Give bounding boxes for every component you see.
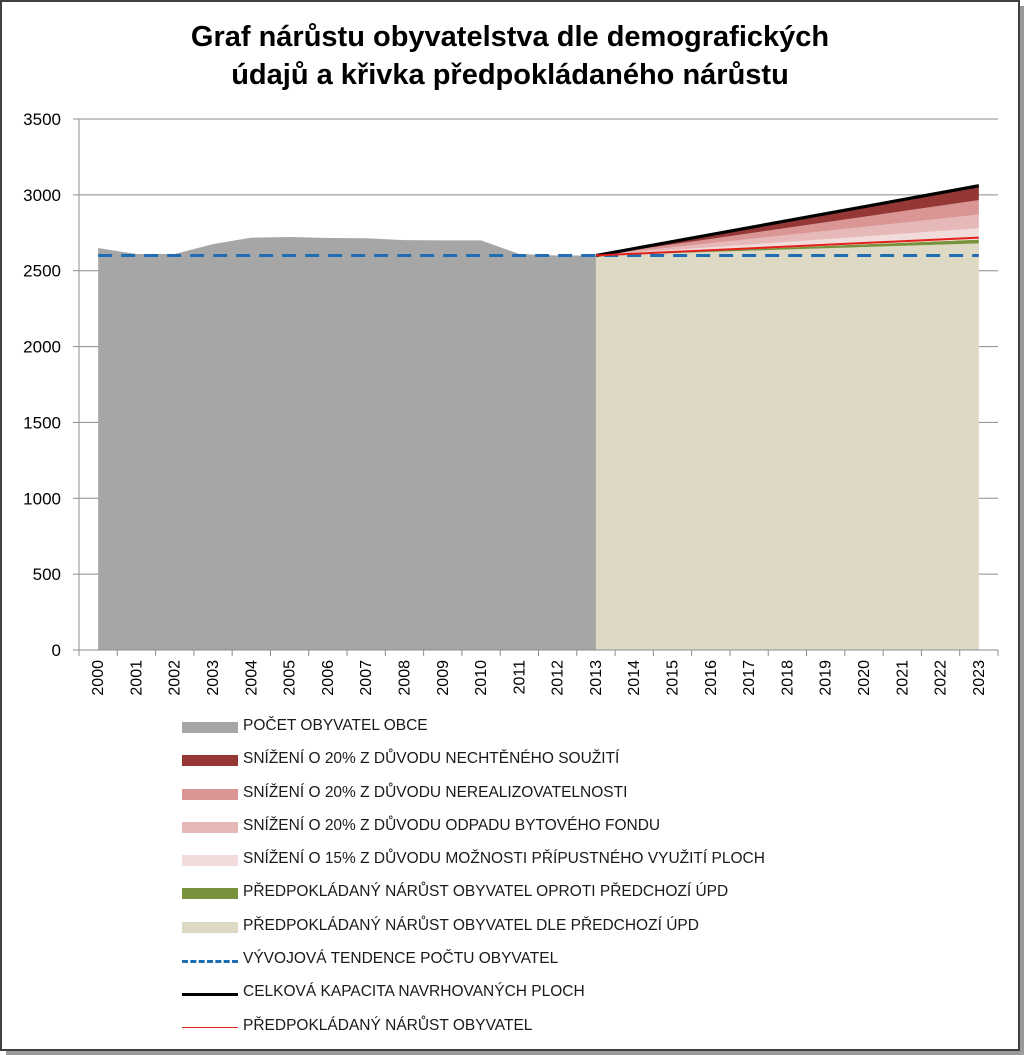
chart-title: Graf nárůstu obyvatelstva dle demografic…	[0, 18, 1020, 94]
area-historical-population	[98, 237, 596, 651]
legend-item: SNÍŽENÍ O 20% Z DŮVODU NEREALIZOVATELNOS…	[182, 780, 982, 813]
x-tick-label-2004: 2004	[243, 660, 260, 696]
legend-label: VÝVOJOVÁ TENDENCE POČTU OBYVATEL	[243, 950, 559, 968]
legend-swatch	[182, 993, 238, 997]
x-tick-label-2003: 2003	[205, 660, 222, 696]
area-projection-3	[595, 214, 979, 256]
x-tick-label-2020: 2020	[856, 660, 873, 696]
legend-item: SNÍŽENÍ O 20% Z DŮVODU NECHTĚNÉHO SOUŽIT…	[182, 746, 982, 779]
legend-item: SNÍŽENÍ O 20% Z DŮVODU ODPADU BYTOVÉHO F…	[182, 813, 982, 846]
chart-title-line-1: Graf nárůstu obyvatelstva dle demografic…	[190, 21, 830, 53]
x-tick-label-2002: 2002	[167, 660, 184, 696]
legend-swatch	[182, 722, 238, 733]
x-tick-label-2021: 2021	[894, 660, 911, 696]
x-tick-label-2010: 2010	[473, 660, 490, 696]
y-tick-label-0: 0	[52, 641, 61, 660]
legend-item: PŘEDPOKLÁDANÝ NÁRŮST OBYVATEL OPROTI PŘE…	[182, 879, 982, 912]
x-tick-label-2005: 2005	[282, 660, 299, 696]
line-series-2	[595, 236, 979, 257]
legend: POČET OBYVATEL OBCE SNÍŽENÍ O 20% Z DŮVOD…	[182, 713, 982, 1046]
legend-swatch	[182, 855, 238, 867]
x-tick-label-2006: 2006	[320, 660, 337, 696]
frame-shadow-right	[1020, 6, 1024, 1055]
legend-swatch	[182, 960, 238, 964]
x-tick-label-2016: 2016	[703, 660, 720, 696]
legend-label: POČET OBYVATEL OBCE	[243, 717, 428, 734]
y-tick-label-2000: 2000	[23, 338, 61, 357]
legend-item: VÝVOJOVÁ TENDENCE POČTU OBYVATEL	[182, 946, 982, 979]
y-tick-label-3000: 3000	[23, 186, 61, 205]
x-tick-label-2011: 2011	[511, 660, 528, 695]
x-tick-label-2012: 2012	[550, 660, 567, 696]
legend-label: PŘEDPOKLÁDANÝ NÁRŮST OBYVATEL OPROTI PŘE…	[243, 883, 729, 901]
legend-label: SNÍŽENÍ O 20% Z DŮVODU NECHTĚNÉHO SOUŽIT…	[243, 750, 620, 768]
y-tick-label-1000: 1000	[23, 489, 61, 508]
legend-item: CELKOVÁ KAPACITA NAVRHOVANÝCH PLOCH	[182, 979, 982, 1012]
legend-item: POČET OBYVATEL OBCE	[182, 713, 982, 746]
x-tick-label-2013: 2013	[588, 660, 605, 696]
x-tick-label-2015: 2015	[665, 660, 682, 696]
legend-label: SNÍŽENÍ O 20% Z DŮVODU NEREALIZOVATELNOS…	[243, 783, 628, 801]
legend-item: SNÍŽENÍ O 15% Z DŮVODU MOŽNOSTI PŘÍPUSTN…	[182, 846, 982, 879]
x-tick-label-2009: 2009	[435, 660, 452, 696]
x-tick-label-2019: 2019	[818, 660, 835, 696]
legend-item: PŘEDPOKLÁDANÝ NÁRŮST OBYVATEL	[182, 1013, 982, 1046]
y-tick-label-2500: 2500	[23, 262, 61, 281]
frame-shadow-bottom	[6, 1051, 1024, 1055]
legend-label: PŘEDPOKLÁDANÝ NÁRŮST OBYVATEL DLE PŘEDCH…	[243, 916, 699, 934]
legend-swatch	[182, 1026, 238, 1028]
y-tick-label-1500: 1500	[23, 413, 61, 432]
x-tick-label-2014: 2014	[626, 660, 643, 696]
x-tick-label-2023: 2023	[971, 660, 988, 696]
legend-label: SNÍŽENÍ O 15% Z DŮVODU MOŽNOSTI PŘÍPUSTN…	[243, 850, 765, 868]
y-tick-label-500: 500	[33, 565, 61, 584]
plot-area: 0 500 1000 1500 2000 2500 3000 3500 2000 2001 2002…	[23, 110, 999, 696]
x-tick-label-2022: 2022	[933, 660, 950, 696]
x-tick-label-2017: 2017	[741, 660, 758, 696]
legend-label: CELKOVÁ KAPACITA NAVRHOVANÝCH PLOCH	[243, 983, 585, 1001]
x-tick-label-2018: 2018	[779, 660, 796, 696]
y-tick-label-3500: 3500	[23, 110, 61, 129]
legend-item: PŘEDPOKLÁDANÝ NÁRŮST OBYVATEL DLE PŘEDCH…	[182, 913, 982, 946]
legend-label: PŘEDPOKLÁDANÝ NÁRŮST OBYVATEL	[243, 1016, 533, 1034]
x-tick-label-2000: 2000	[90, 660, 107, 696]
area-projection-0	[595, 243, 979, 651]
area-projection-4	[595, 200, 979, 256]
legend-swatch	[182, 921, 238, 933]
legend-swatch	[182, 888, 238, 900]
x-tick-label-2001: 2001	[128, 660, 145, 696]
x-tick-label-2007: 2007	[358, 660, 375, 696]
legend-swatch	[182, 821, 238, 833]
legend-swatch	[182, 755, 238, 767]
chart-title-line-2: údajů a křivka předpokládaného nárůstu	[231, 59, 789, 91]
line-series-1	[595, 184, 980, 258]
legend-swatch	[182, 788, 238, 800]
legend-label: SNÍŽENÍ O 20% Z DŮVODU ODPADU BYTOVÉHO F…	[243, 816, 661, 834]
x-tick-label-2008: 2008	[396, 660, 413, 696]
area-projection-2	[595, 228, 979, 256]
